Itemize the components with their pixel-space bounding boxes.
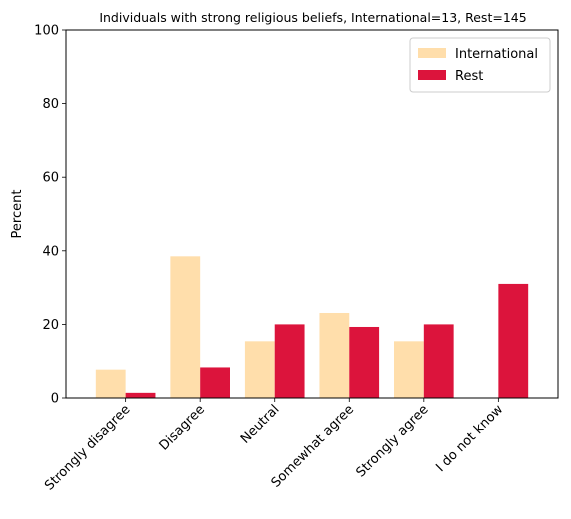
bar-rest-4: [349, 326, 380, 398]
legend-swatch: [418, 48, 446, 58]
bar-rest-6: [498, 283, 529, 398]
y-axis-label: Percent: [10, 190, 25, 239]
x-tick-label: Strongly disagree: [42, 402, 133, 493]
y-tick-label: 60: [42, 171, 59, 186]
bar-international-3: [244, 341, 275, 398]
y-tick-label: 100: [34, 24, 59, 39]
y-tick-label: 80: [42, 97, 59, 112]
y-tick-label: 20: [42, 318, 59, 333]
legend-swatch: [418, 70, 446, 80]
bar-international-1: [95, 369, 126, 398]
bar-rest-2: [200, 367, 230, 398]
legend-label: International: [455, 47, 538, 62]
bars: [95, 256, 529, 398]
bar-rest-5: [423, 324, 454, 398]
x-tick-label: I do not know: [433, 402, 506, 475]
plot-frame: [65, 29, 559, 399]
legend-label: Rest: [455, 69, 483, 84]
y-tick-label: 40: [42, 244, 59, 259]
y-tick-label: 0: [51, 392, 59, 407]
axes: Strongly disagree Disagree NeutralSomewhat…: [34, 24, 559, 494]
x-tick-label: Somewhat agree: [269, 402, 358, 491]
bar-international-4: [319, 312, 350, 398]
bar-international-5: [394, 341, 424, 398]
x-tick-label: Strongly agree: [353, 402, 431, 480]
bar-rest-3: [274, 324, 305, 398]
x-tick-label: Neutral: [238, 402, 283, 447]
legend: International Rest: [409, 37, 551, 93]
bar-rest-1: [125, 392, 156, 398]
chart-title: Individuals with strong religious belief…: [99, 10, 526, 25]
bar-international-2: [170, 256, 201, 398]
x-tick-label: Disagree: [157, 402, 208, 453]
